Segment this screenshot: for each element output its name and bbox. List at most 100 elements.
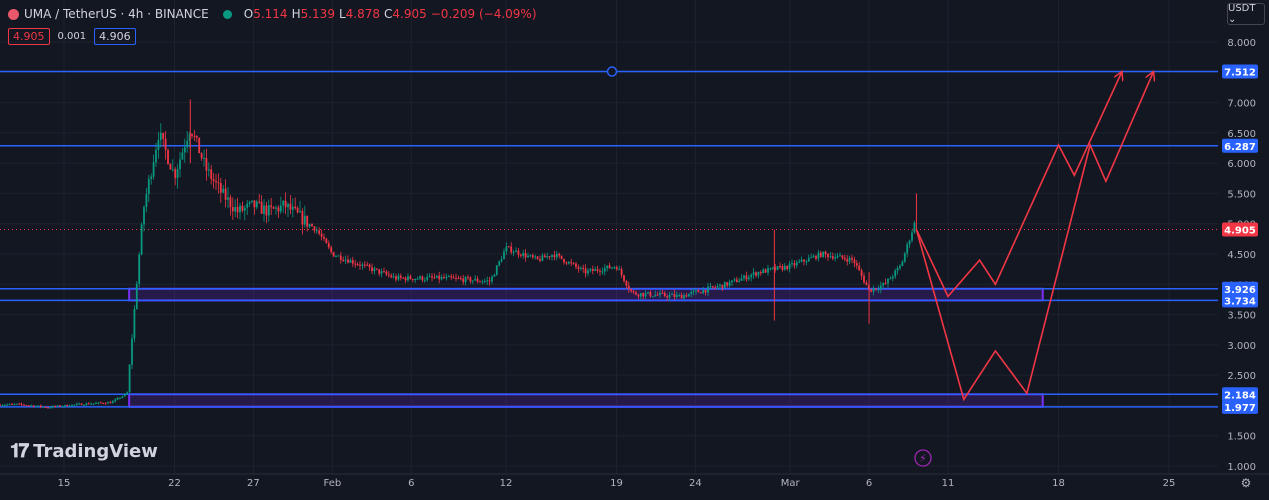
candle-body [210,169,213,180]
candle-body [92,403,95,405]
candle-body [174,169,177,178]
price-axis-tag-label: 3.926 [1224,285,1256,296]
candle-body [342,259,345,261]
candle-body [167,150,169,164]
tradingview-logo-icon: 𝟏𝟕 [10,440,29,462]
candle-body [723,282,726,289]
candle-body [483,280,486,282]
candle-body [289,203,292,210]
y-tick-label: 3.000 [1227,341,1256,352]
candle-body [582,267,585,269]
candle-body [704,289,707,293]
candle-body [282,200,285,206]
candle-body [311,224,313,227]
currency-selector[interactable]: USDT ⌄ [1227,3,1265,25]
candle-body [762,269,765,274]
candle-body [263,205,265,214]
candle-body [524,253,527,258]
candle-body [517,250,520,255]
candle-body [195,135,198,138]
candle-body [431,276,433,278]
candle-body [858,265,861,271]
candle-body [457,277,460,279]
x-tick-label: 27 [247,478,260,489]
candle-body [44,406,47,408]
y-tick-label: 3.500 [1227,311,1256,322]
candle-body [788,263,791,269]
candle-body [812,255,815,258]
candle-body [872,288,875,292]
candle-body [320,233,323,237]
candle-body [193,135,196,137]
candle-body [731,280,733,283]
x-tick-label: 6 [408,478,414,489]
candle-body [236,206,239,213]
candle-body [903,253,906,262]
candle-body [579,267,582,269]
bid-ask-row: 4.905 0.001 4.906 [8,28,136,45]
y-tick-label: 6.000 [1227,159,1256,170]
candle-body [25,405,28,407]
candle-body [661,292,664,294]
candle-body [366,264,369,266]
candle-body [647,291,649,294]
candle-body [848,257,851,262]
candle-body [630,289,633,292]
candle-body [390,275,393,278]
candle-body [188,133,191,141]
symbol-title[interactable]: UMA / TetherUS · 4h · BINANCE [24,7,209,21]
candle-body [560,255,563,259]
candle-body [383,271,385,273]
candle-body [380,271,383,274]
candle-body [901,261,904,266]
buy-price-button[interactable]: 4.906 [94,28,136,45]
candle-body [155,149,157,163]
price-axis-tag-label: 7.512 [1224,68,1256,79]
candle-body [138,254,141,284]
candle-body [519,254,522,256]
candle-body [217,182,220,184]
event-lightning-icon [914,449,932,467]
x-tick-label: 11 [942,478,955,489]
x-tick-label: 12 [500,478,513,489]
candle-body [572,263,575,265]
candle-body [440,277,443,280]
y-tick-label: 5.500 [1227,189,1256,200]
candle-body [445,276,448,279]
candle-body [402,277,405,279]
candle-body [296,207,299,213]
candle-body [59,405,61,407]
candle-body [73,404,76,406]
candle-body [594,269,597,271]
price-axis-tag-label: 2.184 [1224,390,1256,401]
candle-body [71,404,73,406]
candle-body [253,200,256,208]
candle-body [471,280,474,282]
candle-body [104,403,107,405]
candle-body [603,268,606,272]
candle-body [639,293,642,297]
candle-body [601,271,604,273]
spread-value: 0.001 [57,31,87,42]
sell-price-button[interactable]: 4.905 [8,28,50,45]
candle-body [673,293,676,297]
candle-body [791,263,793,265]
candle-body [510,246,513,253]
candle-body [889,278,892,280]
low-value: 4.878 [345,7,380,21]
candle-body [699,292,702,294]
candle-body [318,230,321,234]
candle-body [663,292,666,297]
candle-body [877,289,880,291]
candle-body [107,402,109,404]
candle-body [270,205,273,208]
candle-body [882,282,885,286]
candle-body [798,261,801,263]
candle-body [651,296,654,298]
candle-body [323,236,325,239]
candle-body [469,277,472,282]
candle-body [493,274,496,277]
candle-body [18,403,21,405]
candle-body [234,206,237,212]
